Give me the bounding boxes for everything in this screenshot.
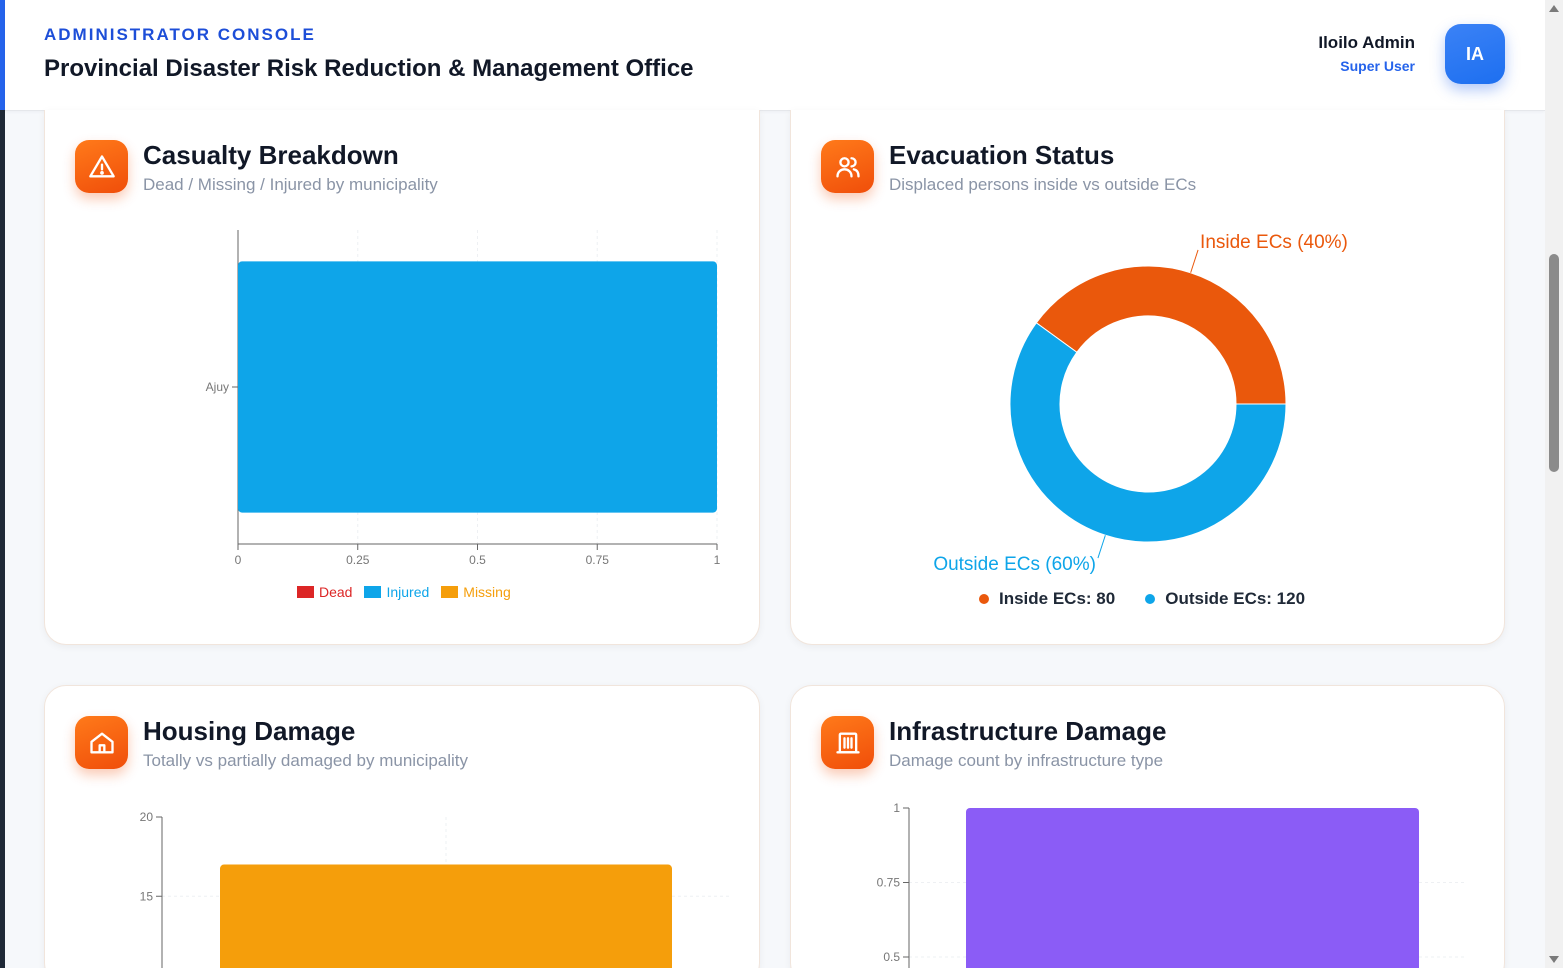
evac-slice-outside [1009,322,1287,543]
legend-swatch [297,586,314,598]
housing-title: Housing Damage [143,716,356,746]
evacuation-chart: Inside ECs (40%) Outside ECs (60%) [933,232,1348,575]
casualty-category-label: Ajuy [206,380,229,394]
user-role: Super User [1340,58,1415,74]
scroll-thumb[interactable] [1549,254,1559,472]
legend-outside-label: Outside ECs: 120 [1165,589,1306,608]
legend-inside: Inside ECs: 80 [979,589,1115,609]
housing-subtitle: Totally vs partially damaged by municipa… [143,751,469,770]
left-edge-accent [0,0,5,110]
scroll-down-arrow-icon[interactable] [1549,956,1559,963]
infra-y-tick-label: 0.5 [883,950,900,964]
casualty-x-tick-label: 0 [235,553,242,567]
evac-slice-label: Inside ECs (40%) [1200,232,1348,253]
evacuation-legend: Inside ECs: 80 Outside ECs: 120 [979,589,1305,609]
casualty-bar-injured [238,261,717,513]
infrastructure-damage-card: Infrastructure Damage Damage count by in… [790,685,1505,968]
housing-damage-card: Housing Damage Totally vs partially dama… [44,685,760,968]
building-icon [821,716,874,769]
casualty-breakdown-card: Casualty Breakdown Dead / Missing / Inju… [44,110,760,645]
housing-chart: 201510 [140,810,729,968]
evacuation-subtitle: Displaced persons inside vs outside ECs [889,175,1197,194]
infrastructure-subtitle: Damage count by infrastructure type [889,751,1164,770]
legend-outside: Outside ECs: 120 [1145,589,1305,609]
casualty-x-tick-label: 1 [714,553,721,567]
left-edge-strip [0,0,5,968]
evac-slice-inside [1035,265,1287,405]
top-header: ADMINISTRATOR CONSOLE Provincial Disaste… [5,0,1545,111]
user-name: Iloilo Admin [1318,33,1415,52]
legend-swatch [441,586,459,598]
casualty-chart: 0 0.25 0.5 0.75 1 Ajuy [206,230,721,567]
page-scrollbar[interactable] [1545,0,1563,968]
evac-slice-label: Outside ECs (60%) [933,554,1096,575]
evacuation-status-card: Evacuation Status Displaced persons insi… [790,110,1505,645]
casualty-x-tick-label: 0.75 [586,553,610,567]
legend-swatch [364,586,382,598]
housing-y-tick-label: 20 [140,810,154,824]
legend-inside-dot [979,594,989,604]
scroll-up-arrow-icon[interactable] [1549,5,1559,12]
users-icon [821,140,874,193]
legend-injured[interactable]: Injured [364,584,429,600]
infrastructure-chart: 1 0.75 0.5 [877,801,1467,968]
casualty-legend: Dead Injured Missing [297,584,511,600]
casualty-subtitle: Dead / Missing / Injured by municipality [143,175,438,194]
casualty-x-tick-label: 0.25 [346,553,370,567]
legend-outside-dot [1145,594,1156,604]
infra-y-tick-label: 0.75 [877,876,901,890]
page-title: Provincial Disaster Risk Reduction & Man… [44,55,694,82]
casualty-title: Casualty Breakdown [143,140,399,170]
console-eyebrow: ADMINISTRATOR CONSOLE [44,25,316,44]
evac-label-leader [1097,535,1106,559]
user-avatar[interactable]: IA [1445,24,1505,84]
infra-y-tick-label: 1 [893,801,900,815]
evacuation-title: Evacuation Status [889,140,1115,170]
housing-bar [220,864,672,968]
legend-label: Dead [319,584,353,600]
legend-dead[interactable]: Dead [297,584,352,600]
housing-y-tick-label: 15 [140,889,154,903]
evac-label-leader [1190,249,1199,273]
legend-missing[interactable]: Missing [441,584,511,600]
infrastructure-title: Infrastructure Damage [889,716,1167,746]
infra-bar [966,808,1419,968]
legend-inside-label: Inside ECs: 80 [999,589,1116,608]
legend-label: Injured [386,584,430,600]
warning-triangle-icon [75,140,128,193]
legend-label: Missing [463,584,511,600]
house-icon [75,716,128,769]
casualty-x-tick-label: 0.5 [469,553,486,567]
